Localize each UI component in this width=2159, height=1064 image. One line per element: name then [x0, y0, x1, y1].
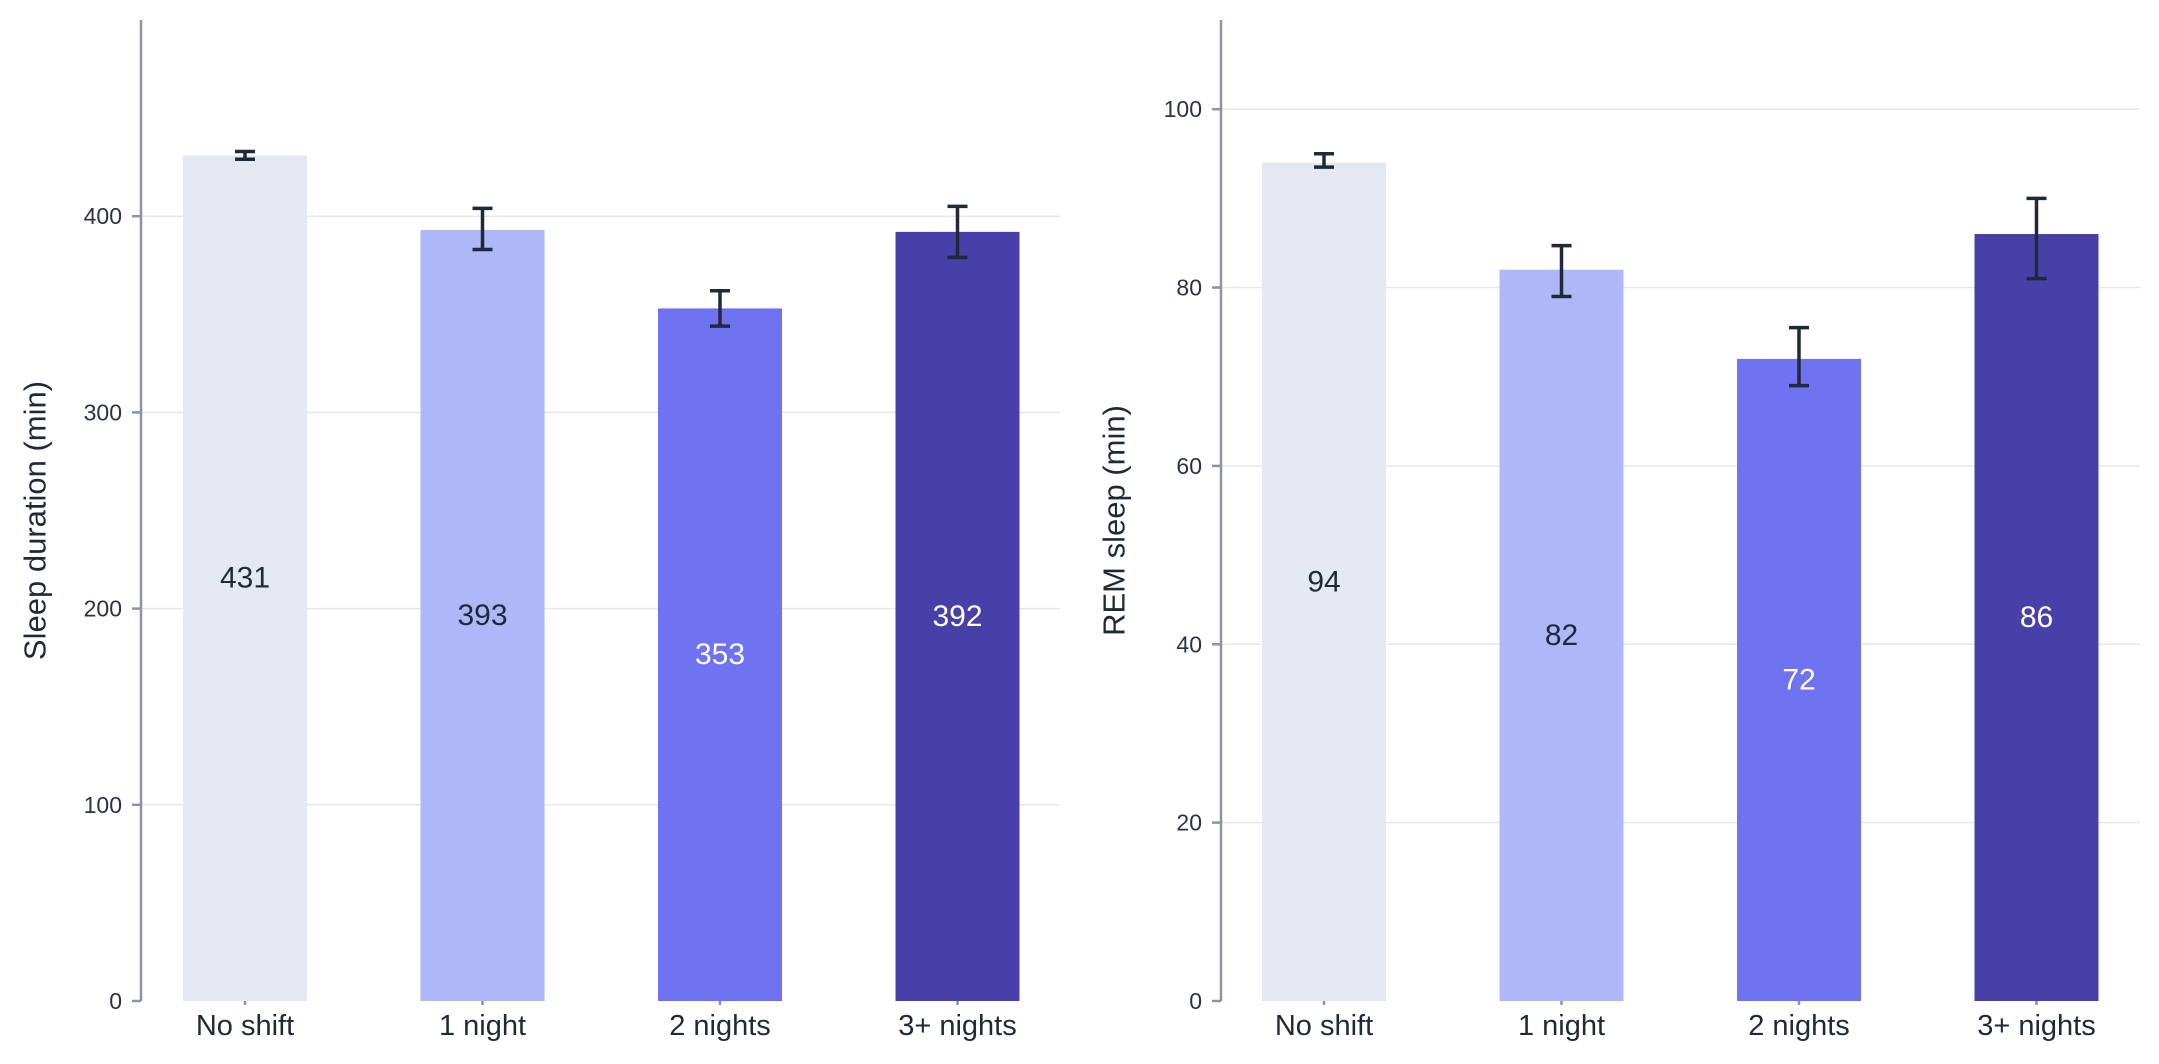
data-label: 72 [1782, 663, 1815, 696]
x-tick-label: 1 night [439, 1010, 526, 1042]
data-label: 392 [932, 600, 982, 633]
bar [658, 308, 782, 1001]
x-tick-label: 2 nights [669, 1010, 771, 1042]
bar [1974, 234, 2099, 1001]
y-tick-label: 100 [1164, 96, 1202, 122]
data-label: 393 [457, 599, 507, 632]
bar [895, 231, 1020, 1001]
y-tick-label: 0 [109, 988, 122, 1014]
data-label: 94 [1307, 565, 1340, 598]
y-tick-label: 0 [1189, 988, 1202, 1014]
x-tick-label: No shift [196, 1010, 294, 1042]
y-tick-label: 20 [1176, 810, 1202, 836]
x-tick-label: No shift [1275, 1010, 1373, 1042]
sleep-duration-panel: 431 393 353 392 0 100 200 300 400 No shift 1 night… [18, 20, 1060, 1042]
y-tick-label: 200 [84, 596, 122, 622]
bar [183, 155, 307, 1002]
bar [420, 229, 545, 1001]
x-tick-label: 2 nights [1748, 1010, 1850, 1042]
bar [1262, 162, 1386, 1001]
y-tick-label: 60 [1176, 453, 1202, 479]
bar [1737, 358, 1861, 1002]
bar [1499, 269, 1624, 1001]
y-axis-title: REM sleep (min) [1097, 405, 1132, 636]
y-tick-label: 100 [84, 792, 122, 818]
x-tick-label: 3+ nights [898, 1010, 1017, 1042]
x-tick-label: 1 night [1518, 1010, 1605, 1042]
y-tick-label: 80 [1176, 275, 1202, 301]
data-label: 353 [695, 638, 745, 671]
x-tick-label: 3+ nights [1977, 1010, 2096, 1042]
y-tick-label: 300 [84, 399, 122, 425]
y-tick-label: 400 [84, 203, 122, 229]
data-label: 431 [220, 562, 270, 595]
y-tick-label: 40 [1176, 631, 1202, 657]
y-axis-title: Sleep duration (min) [18, 381, 53, 660]
data-label: 82 [1545, 619, 1578, 652]
data-label: 86 [2020, 601, 2053, 634]
rem-sleep-panel: 94 82 72 86 0 20 40 60 80 100 No shift 1 night 2 nig… [1097, 20, 2140, 1042]
